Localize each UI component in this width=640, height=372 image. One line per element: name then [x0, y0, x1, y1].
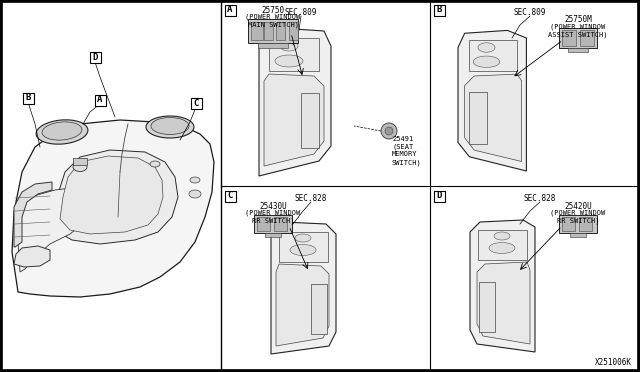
Text: C: C [193, 99, 198, 108]
Text: 25491
(SEAT
MEMORY
SWITCH): 25491 (SEAT MEMORY SWITCH) [392, 136, 422, 166]
Bar [225, 4, 236, 16]
Bar [562, 30, 576, 46]
Ellipse shape [151, 118, 189, 135]
Ellipse shape [494, 232, 510, 240]
Bar [289, 22, 298, 40]
Bar [276, 22, 285, 40]
Polygon shape [469, 40, 517, 71]
Polygon shape [279, 232, 328, 262]
Ellipse shape [489, 243, 515, 253]
Text: (POWER WINDOW
RR SWITCH): (POWER WINDOW RR SWITCH) [245, 210, 301, 224]
Circle shape [381, 123, 397, 139]
Polygon shape [55, 150, 178, 244]
Polygon shape [12, 120, 214, 297]
Text: SEC.809: SEC.809 [285, 8, 317, 17]
Text: (POWER WINDOW
ASSIST SWITCH): (POWER WINDOW ASSIST SWITCH) [548, 23, 608, 38]
Bar [469, 92, 486, 144]
Bar [73, 158, 87, 165]
Bar [22, 93, 33, 103]
Text: 25750M: 25750M [564, 15, 592, 24]
Ellipse shape [189, 190, 201, 198]
Bar [90, 51, 100, 62]
Bar [559, 215, 597, 233]
Text: (POWER WINDOW
MAIN SWITCH): (POWER WINDOW MAIN SWITCH) [245, 14, 301, 29]
Polygon shape [14, 182, 52, 247]
Bar [433, 4, 445, 16]
Polygon shape [458, 31, 526, 171]
Text: SEC.809: SEC.809 [514, 8, 546, 17]
Ellipse shape [73, 163, 87, 171]
Ellipse shape [478, 43, 495, 52]
Text: A: A [227, 6, 233, 15]
Ellipse shape [275, 55, 303, 67]
Ellipse shape [295, 234, 311, 242]
Polygon shape [264, 74, 324, 166]
Bar [301, 93, 319, 148]
Text: (POWER WINDOW
RR SWITCH): (POWER WINDOW RR SWITCH) [550, 210, 605, 224]
Bar [258, 43, 288, 48]
Bar [191, 97, 202, 109]
Ellipse shape [36, 120, 88, 144]
Text: D: D [436, 192, 442, 201]
Bar [254, 215, 292, 233]
Bar [251, 22, 263, 40]
Text: B: B [26, 93, 31, 103]
Ellipse shape [150, 161, 160, 167]
Text: X251006K: X251006K [595, 358, 632, 367]
Ellipse shape [42, 122, 82, 140]
Polygon shape [477, 262, 530, 344]
Text: D: D [92, 52, 98, 61]
Ellipse shape [146, 116, 194, 138]
Bar [311, 284, 327, 334]
Ellipse shape [473, 56, 500, 67]
Text: A: A [97, 96, 102, 105]
Bar [580, 30, 594, 46]
Polygon shape [259, 28, 331, 176]
Circle shape [385, 127, 393, 135]
Polygon shape [470, 220, 535, 352]
Text: 25750: 25750 [261, 6, 285, 15]
Text: SEC.828: SEC.828 [295, 194, 327, 203]
Polygon shape [14, 246, 50, 267]
Text: C: C [227, 192, 233, 201]
Polygon shape [276, 264, 329, 346]
Text: 25430U: 25430U [259, 202, 287, 211]
Bar [562, 217, 575, 231]
Bar [559, 28, 597, 48]
Polygon shape [18, 187, 95, 272]
Bar [479, 282, 495, 332]
Polygon shape [271, 222, 336, 354]
Text: 25420U: 25420U [564, 202, 592, 211]
Polygon shape [478, 230, 527, 260]
Bar [248, 19, 298, 43]
Bar [257, 217, 270, 231]
Bar [570, 233, 586, 237]
Ellipse shape [190, 177, 200, 183]
Bar [579, 217, 592, 231]
Bar [433, 190, 445, 202]
Bar [95, 94, 106, 106]
Polygon shape [269, 38, 319, 71]
Bar [225, 190, 236, 202]
Polygon shape [60, 156, 163, 234]
Bar [265, 233, 281, 237]
Ellipse shape [290, 244, 316, 256]
Text: SEC.828: SEC.828 [524, 194, 556, 203]
Ellipse shape [280, 41, 298, 51]
Bar [274, 217, 287, 231]
Polygon shape [465, 74, 522, 161]
Text: B: B [436, 6, 442, 15]
Bar [568, 48, 588, 52]
Bar [264, 22, 273, 40]
